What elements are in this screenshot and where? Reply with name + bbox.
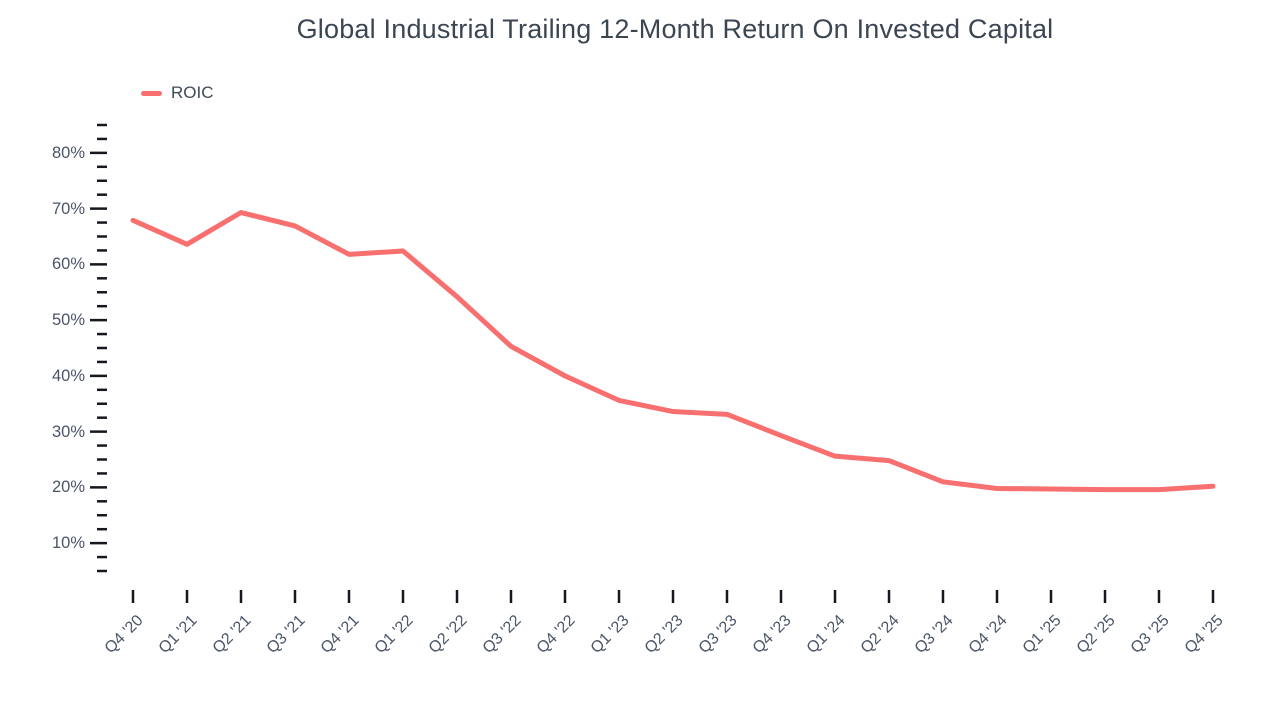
y-axis-label: 60% xyxy=(51,255,85,274)
y-axis-label: 70% xyxy=(51,199,85,218)
legend: ROIC xyxy=(141,83,214,103)
y-axis-label: 40% xyxy=(51,366,85,385)
y-axis-label: 50% xyxy=(51,311,85,330)
y-axis-label: 20% xyxy=(51,478,85,497)
chart-title: Global Industrial Trailing 12-Month Retu… xyxy=(296,14,1054,44)
legend-line-swatch xyxy=(141,90,162,96)
series-line-roic xyxy=(130,210,1216,493)
y-axis-label: 10% xyxy=(51,534,85,553)
y-axis-label: 80% xyxy=(51,143,85,162)
y-axis-label: 30% xyxy=(51,422,85,441)
legend-label: ROIC xyxy=(171,83,214,102)
